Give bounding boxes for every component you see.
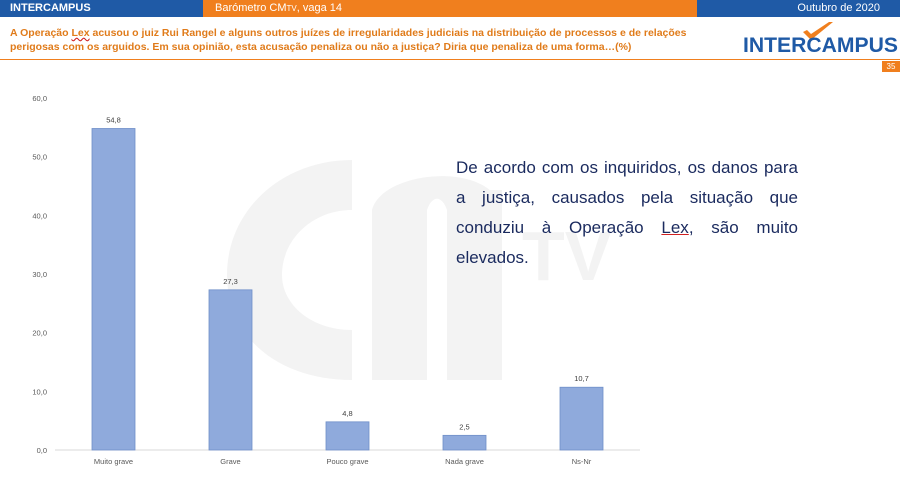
bar — [559, 386, 604, 451]
survey-title-main: Barómetro CM — [215, 2, 287, 14]
y-tick-label: 30,0 — [32, 270, 47, 279]
bar — [208, 289, 253, 451]
y-tick-label: 10,0 — [32, 387, 47, 396]
bar-chart: 0,0 10,0 20,0 30,0 40,0 50,0 60,0 54,8 27,3 4,8 2… — [32, 94, 640, 466]
survey-title: Barómetro CMTV, vaga 14 — [203, 0, 697, 17]
bar-value-label: 27,3 — [223, 277, 238, 286]
note-part2: , são muito elevados. — [456, 218, 798, 267]
question-lex: Lex — [71, 27, 90, 39]
category-label: Nada grave — [445, 457, 484, 466]
y-axis-ticks: 0,0 10,0 20,0 30,0 40,0 50,0 60,0 — [32, 94, 47, 455]
category-label: Muito grave — [94, 457, 133, 466]
logo-check-icon — [803, 22, 833, 40]
bars — [91, 128, 604, 451]
survey-title-wave: , vaga 14 — [296, 2, 343, 14]
logo-text: INTERCAMPUS — [743, 34, 898, 57]
category-labels: Muito grave Grave Pouco grave Nada grave Ns-… — [94, 457, 592, 466]
question-part1: A Operação — [10, 27, 72, 39]
value-labels: 54,8 27,3 4,8 2,5 10,7 — [106, 116, 589, 432]
category-label: Ns-Nr — [572, 457, 592, 466]
intercampus-logo: INTERCAMPUS — [743, 22, 898, 57]
page-number-badge: 35 — [882, 61, 900, 72]
y-tick-label: 40,0 — [32, 211, 47, 220]
survey-title-tv: TV — [286, 4, 297, 13]
top-bar: INTERCAMPUS Barómetro CMTV, vaga 14 Outu… — [0, 0, 900, 17]
cmtv-watermark-icon: TV — [227, 160, 612, 380]
bar — [91, 128, 136, 451]
bar-value-label: 10,7 — [574, 374, 589, 383]
question-part2: acusou o juiz Rui Rangel e alguns outros… — [10, 27, 687, 53]
y-tick-label: 50,0 — [32, 153, 47, 162]
survey-date: Outubro de 2020 — [697, 0, 900, 17]
category-label: Grave — [220, 457, 240, 466]
bar-value-label: 2,5 — [459, 422, 469, 431]
note-part1: De acordo com os inquiridos, os danos pa… — [456, 158, 798, 237]
svg-text:TV: TV — [522, 217, 612, 295]
question-text: A Operação Lex acusou o juiz Rui Rangel … — [10, 26, 710, 54]
bar — [325, 421, 370, 451]
bar-value-label: 4,8 — [342, 409, 352, 418]
category-label: Pouco grave — [326, 457, 368, 466]
bar — [442, 434, 487, 451]
y-tick-label: 60,0 — [32, 94, 47, 103]
insight-note: De acordo com os inquiridos, os danos pa… — [456, 153, 798, 273]
note-lex: Lex — [661, 218, 689, 237]
brand-label: INTERCAMPUS — [0, 0, 203, 17]
header-divider — [0, 59, 900, 60]
bar-value-label: 54,8 — [106, 116, 121, 125]
y-tick-label: 0,0 — [37, 446, 47, 455]
y-tick-label: 20,0 — [32, 329, 47, 338]
